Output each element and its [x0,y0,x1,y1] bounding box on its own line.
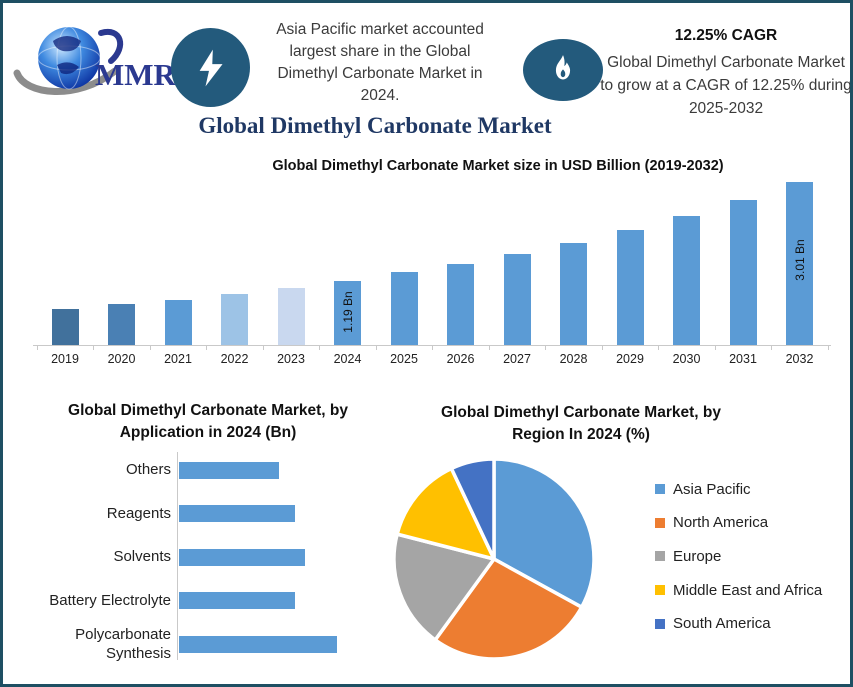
cagr-block: 12.25% CAGR Global Dimethyl Carbonate Ma… [600,27,852,120]
legend-swatch [655,551,665,562]
app-category-label: Solvents [113,548,171,566]
cagr-note: Global Dimethyl Carbonate Market to grow… [600,54,852,117]
x-tick-label-2023: 2023 [277,352,305,366]
legend-item-north-america: North America [655,514,769,532]
logo-swoosh-gray [13,67,119,95]
axis-tick [432,345,434,350]
legend-label: Middle East and Africa [673,581,823,599]
bar-2030 [673,216,700,345]
x-tick-label-2025: 2025 [390,352,418,366]
bar-2022 [221,294,248,345]
x-tick-label-2031: 2031 [729,352,757,366]
mmr-logo: MMR [13,26,177,95]
legend-label: North America [673,514,769,532]
axis-tick [375,345,377,350]
axis-tick [36,345,38,350]
bar-2027 [503,254,531,345]
bar-2031 [729,200,757,345]
x-tick-label-2021: 2021 [164,352,192,366]
logo-swoosh-blue [98,28,124,64]
bar-2020 [108,304,135,345]
axis-tick [488,345,490,350]
application-chart-y-axis [177,452,178,660]
bar-value-label-2024: 1.19 Bn [340,291,355,333]
x-tick-label-2027: 2027 [503,352,531,366]
axis-tick [545,345,547,350]
header-highlight-note: Asia Pacific market accounted largest sh… [276,21,484,104]
logo-text: MMR [95,57,177,92]
column-chart-title: Global Dimethyl Carbonate Market size in… [272,158,724,174]
legend-item-south-america: South America [655,615,771,633]
region-pie-chart [392,457,596,661]
pie-slice-europe [392,532,496,642]
legend-label: Europe [673,547,722,565]
bar-2023 [277,288,305,345]
application-chart-title: Global Dimethyl Carbonate Market, by App… [68,402,348,442]
globe-continent [53,36,81,75]
bar-value-label-2032: 3.01 Bn [792,239,807,281]
axis-tick [771,345,773,350]
app-bar-2 [179,548,305,566]
page-title: Global Dimethyl Carbonate Market [198,113,552,138]
x-tick-label-2024: 2024 [333,352,362,366]
bar-2029 [616,230,644,345]
axis-tick [658,345,660,350]
axis-tick [206,345,208,350]
flame-badge [523,39,603,101]
bar-2024 [334,281,361,345]
axis-tick [827,345,829,350]
app-category-label: Reagents [106,504,171,522]
x-tick-label-2028: 2028 [559,352,588,366]
x-tick-label-2020: 2020 [107,352,136,366]
app-bar-4 [179,635,337,653]
bar-2019 [51,309,79,345]
x-tick-label-2032: 2032 [785,352,814,366]
app-bar-3 [179,592,295,609]
pie-slice-south-america [449,457,496,561]
app-bar-0 [179,461,279,479]
app-category-label: Others [125,461,171,479]
bar-2028 [560,243,587,345]
axis-tick [262,345,264,350]
app-bar-1 [179,505,295,522]
x-tick-label-2019: 2019 [51,352,79,366]
app-category-label: Battery Electrolyte [49,591,171,609]
bar-2021 [164,300,192,345]
legend-swatch [655,618,665,629]
cagr-headline: 12.25% CAGR [674,27,778,44]
x-tick-label-2029: 2029 [616,352,644,366]
legend-label: South America [673,615,771,633]
pie-slice-middle-east-and-africa [395,466,496,561]
lightning-icon [199,49,223,86]
axis-tick [319,345,321,350]
bar-2025 [390,272,418,345]
flame-icon [555,55,571,80]
legend-item-europe: Europe [655,547,722,565]
legend-swatch [655,484,665,494]
pie-slice-asia-pacific [492,457,596,609]
bar-2026 [447,264,474,345]
axis-tick [714,345,716,350]
axis-tick [93,345,95,350]
axis-tick [149,345,151,350]
bar-2032 [786,182,813,345]
app-category-label: Polycarbonate Synthesis [75,625,171,663]
legend-swatch [655,585,665,596]
x-tick-label-2022: 2022 [220,352,249,366]
lightning-badge [171,28,250,107]
axis-tick [601,345,603,350]
legend-item-asia-pacific: Asia Pacific [655,480,751,498]
legend-label: Asia Pacific [673,480,751,498]
legend-item-middle-east-and-africa: Middle East and Africa [655,581,823,599]
x-tick-label-2026: 2026 [446,352,475,366]
column-chart-x-axis [33,345,831,346]
pie-slice-north-america [433,557,584,661]
legend-swatch [655,517,665,528]
x-tick-label-2030: 2030 [672,352,701,366]
region-pie-title: Global Dimethyl Carbonate Market, by Reg… [441,404,721,444]
